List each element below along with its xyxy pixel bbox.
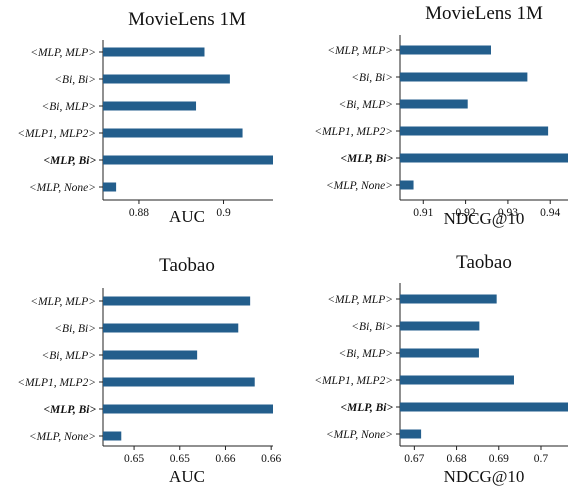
x-tick-label: 0.7 — [534, 453, 549, 465]
bar — [400, 402, 568, 412]
category-label: <MLP, Bi> — [43, 404, 96, 416]
x-tick-label: 0.68 — [447, 453, 467, 465]
bar — [103, 101, 197, 111]
category-label: <Bi, MLP> — [339, 99, 394, 111]
category-label: <Bi, Bi> — [351, 321, 393, 333]
category-label: <MLP1, MLP2> — [17, 377, 96, 389]
x-tick-label: 0.92 — [456, 207, 476, 219]
category-label: <MLP, MLP> — [327, 45, 393, 57]
bar — [400, 348, 479, 358]
panel-taobao-ndcg: Taobao NDCG@10 <MLP, MLP> <Bi, Bi> <Bi, ML… — [314, 252, 568, 486]
x-axis-label: AUC — [169, 207, 205, 226]
bar — [103, 47, 205, 57]
x-tick-label: 0.66 — [215, 453, 235, 465]
x-tick-label: 0.65 — [124, 453, 144, 465]
category-label: <MLP1, MLP2> — [314, 126, 393, 138]
category-label: <MLP, None> — [326, 180, 393, 192]
panel-taobao-auc: Taobao AUC <MLP, MLP> <Bi, Bi> <Bi, MLP> <M… — [17, 255, 281, 486]
panel-title: Taobao — [456, 252, 512, 273]
x-tick-label: 0.93 — [498, 207, 518, 219]
x-tick-label: 0.69 — [489, 453, 509, 465]
bar — [400, 180, 414, 190]
bar — [400, 126, 549, 136]
bar — [103, 155, 273, 165]
bar — [103, 350, 198, 360]
bar — [103, 296, 251, 306]
bar — [400, 375, 514, 385]
bar — [103, 182, 117, 192]
panel-movielens-auc: MovieLens 1M AUC <MLP, MLP> <Bi, Bi> <Bi, … — [17, 9, 273, 226]
bar — [103, 74, 230, 84]
bar — [400, 99, 468, 109]
x-tick-label: 0.66 — [261, 453, 281, 465]
panel-title: MovieLens 1M — [425, 3, 543, 24]
x-tick-label: 0.94 — [540, 207, 560, 219]
category-label: <MLP, None> — [29, 431, 96, 443]
category-label: <MLP, Bi> — [340, 153, 393, 165]
x-axis-label: NDCG@10 — [444, 209, 525, 228]
category-label: <MLP, MLP> — [30, 296, 96, 308]
bar — [400, 294, 497, 304]
category-label: <Bi, MLP> — [42, 350, 97, 362]
category-label: <Bi, Bi> — [54, 74, 96, 86]
bar — [103, 404, 273, 414]
panel-title: Taobao — [159, 255, 215, 276]
x-tick-label: 0.67 — [404, 453, 424, 465]
x-axis-label: AUC — [169, 467, 205, 486]
category-label: <Bi, Bi> — [351, 72, 393, 84]
category-label: <MLP, None> — [326, 429, 393, 441]
category-label: <MLP, MLP> — [30, 47, 96, 59]
category-label: <MLP, MLP> — [327, 294, 393, 306]
panel-title: MovieLens 1M — [128, 9, 246, 30]
category-label: <MLP, Bi> — [340, 402, 393, 414]
bar — [400, 45, 491, 55]
category-label: <MLP1, MLP2> — [314, 375, 393, 387]
category-label: <Bi, MLP> — [339, 348, 394, 360]
x-tick-label: 0.65 — [170, 453, 190, 465]
category-label: <Bi, MLP> — [42, 101, 97, 113]
bar — [400, 72, 528, 82]
bar — [103, 323, 239, 333]
panel-movielens-ndcg: MovieLens 1M NDCG@10 <MLP, MLP> <Bi, Bi> <… — [314, 3, 568, 228]
bar — [400, 429, 422, 439]
bar — [103, 128, 243, 138]
x-tick-label: 0.9 — [216, 207, 231, 219]
category-label: <Bi, Bi> — [54, 323, 96, 335]
x-axis-label: NDCG@10 — [444, 467, 525, 486]
bar — [400, 321, 480, 331]
category-label: <MLP, Bi> — [43, 155, 96, 167]
bar — [400, 153, 568, 163]
category-label: <MLP1, MLP2> — [17, 128, 96, 140]
x-tick-label: 0.88 — [129, 207, 149, 219]
bar — [103, 377, 255, 387]
bar — [103, 431, 122, 441]
x-tick-label: 0.91 — [413, 207, 433, 219]
category-label: <MLP, None> — [29, 182, 96, 194]
